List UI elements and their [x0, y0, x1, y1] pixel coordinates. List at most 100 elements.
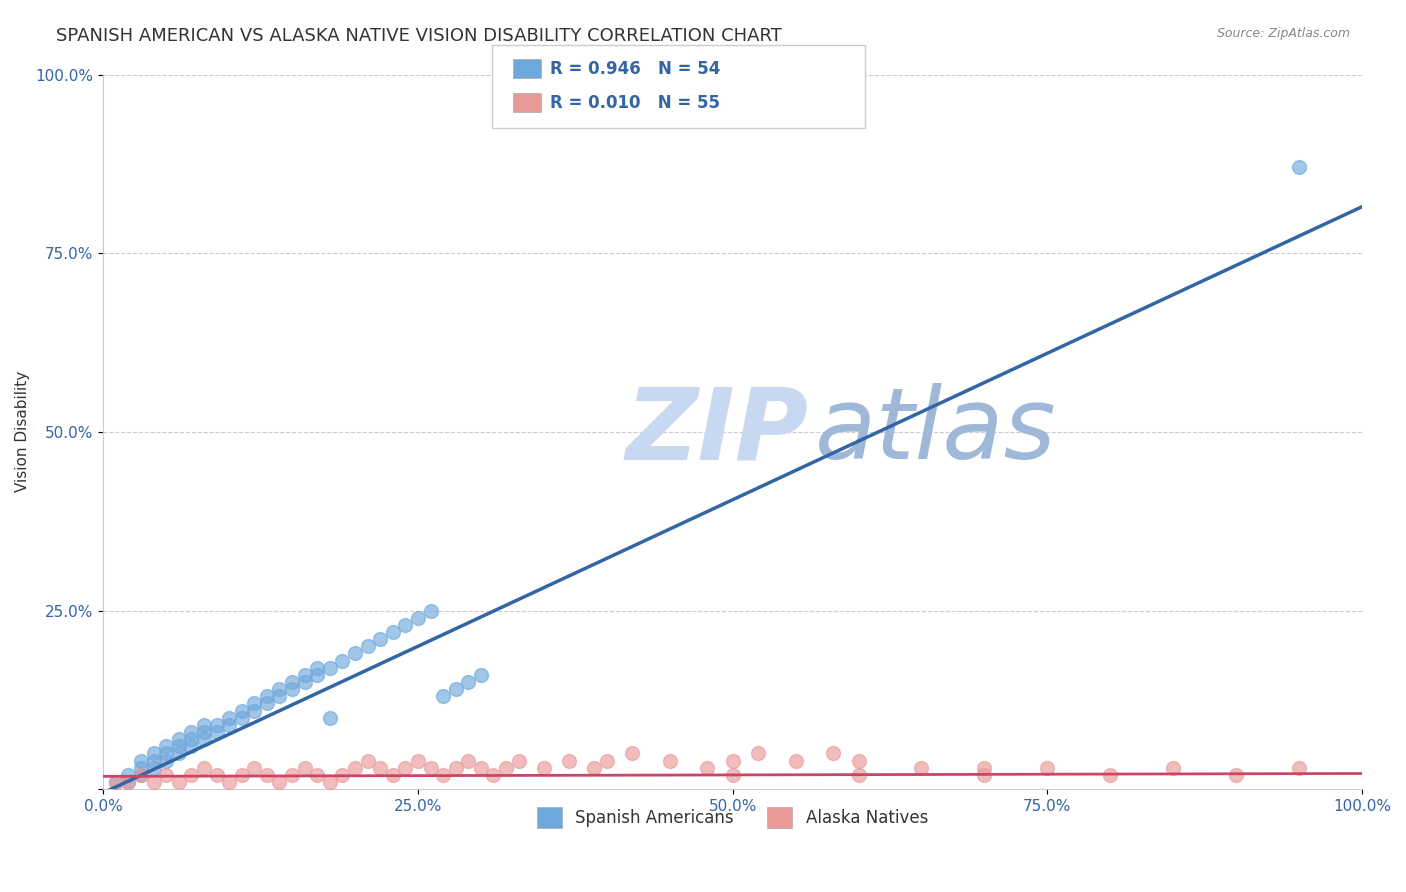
Point [269, 690, 291, 704]
Point [129, 761, 152, 775]
Point [269, 775, 291, 789]
Point [721, 768, 744, 782]
Point [205, 718, 228, 732]
Point [1225, 768, 1247, 782]
Point [368, 761, 391, 775]
Point [381, 625, 404, 640]
Point [117, 768, 139, 782]
Point [406, 610, 429, 624]
Point [508, 754, 530, 768]
Point [848, 768, 870, 782]
Point [848, 754, 870, 768]
Point [117, 775, 139, 789]
Point [269, 682, 291, 697]
Point [155, 754, 177, 768]
Point [482, 768, 505, 782]
Point [167, 775, 190, 789]
Point [1036, 761, 1059, 775]
Point [432, 690, 454, 704]
Point [167, 732, 190, 747]
Point [307, 661, 329, 675]
Point [785, 754, 807, 768]
Point [193, 718, 215, 732]
Point [319, 711, 342, 725]
Point [243, 761, 266, 775]
Point [658, 754, 681, 768]
Point [470, 668, 492, 682]
Point [243, 704, 266, 718]
Point [356, 640, 378, 654]
Point [406, 754, 429, 768]
Point [1288, 161, 1310, 175]
Point [142, 754, 165, 768]
Point [243, 697, 266, 711]
Point [129, 754, 152, 768]
Point [533, 761, 555, 775]
Point [696, 761, 718, 775]
Point [256, 690, 278, 704]
Text: R = 0.010   N = 55: R = 0.010 N = 55 [550, 94, 720, 112]
Point [205, 768, 228, 782]
Point [319, 775, 342, 789]
Point [620, 747, 643, 761]
Point [155, 739, 177, 754]
Point [332, 654, 354, 668]
Point [319, 661, 342, 675]
Point [747, 747, 769, 761]
Point [419, 761, 441, 775]
Point [419, 603, 441, 617]
Point [231, 704, 253, 718]
Point [193, 725, 215, 739]
Point [973, 768, 995, 782]
Point [444, 682, 467, 697]
Point [129, 768, 152, 782]
Point [344, 761, 367, 775]
Point [218, 718, 240, 732]
Point [180, 725, 202, 739]
Point [117, 775, 139, 789]
Point [155, 747, 177, 761]
Text: ZIP: ZIP [626, 384, 808, 481]
Point [104, 775, 127, 789]
Point [394, 761, 416, 775]
Text: Source: ZipAtlas.com: Source: ZipAtlas.com [1216, 27, 1350, 40]
Point [457, 754, 479, 768]
Point [129, 768, 152, 782]
Point [193, 732, 215, 747]
Point [583, 761, 606, 775]
Point [1288, 761, 1310, 775]
Point [1099, 768, 1122, 782]
Point [180, 768, 202, 782]
Point [381, 768, 404, 782]
Legend: Spanish Americans, Alaska Natives: Spanish Americans, Alaska Natives [530, 801, 935, 835]
Point [281, 682, 304, 697]
Point [332, 768, 354, 782]
Text: atlas: atlas [814, 384, 1056, 481]
Point [432, 768, 454, 782]
Point [823, 747, 845, 761]
Point [444, 761, 467, 775]
Point [596, 754, 619, 768]
Point [180, 739, 202, 754]
Point [470, 761, 492, 775]
Point [256, 768, 278, 782]
Point [973, 761, 995, 775]
Point [281, 768, 304, 782]
Text: R = 0.946   N = 54: R = 0.946 N = 54 [550, 60, 720, 78]
Point [356, 754, 378, 768]
Point [294, 675, 316, 690]
Point [193, 761, 215, 775]
Point [142, 747, 165, 761]
Point [104, 775, 127, 789]
Point [721, 754, 744, 768]
Point [307, 668, 329, 682]
Point [205, 725, 228, 739]
Point [142, 775, 165, 789]
Point [368, 632, 391, 647]
Point [344, 647, 367, 661]
Point [281, 675, 304, 690]
Y-axis label: Vision Disability: Vision Disability [15, 371, 30, 492]
Text: SPANISH AMERICAN VS ALASKA NATIVE VISION DISABILITY CORRELATION CHART: SPANISH AMERICAN VS ALASKA NATIVE VISION… [56, 27, 782, 45]
Point [307, 768, 329, 782]
Point [294, 761, 316, 775]
